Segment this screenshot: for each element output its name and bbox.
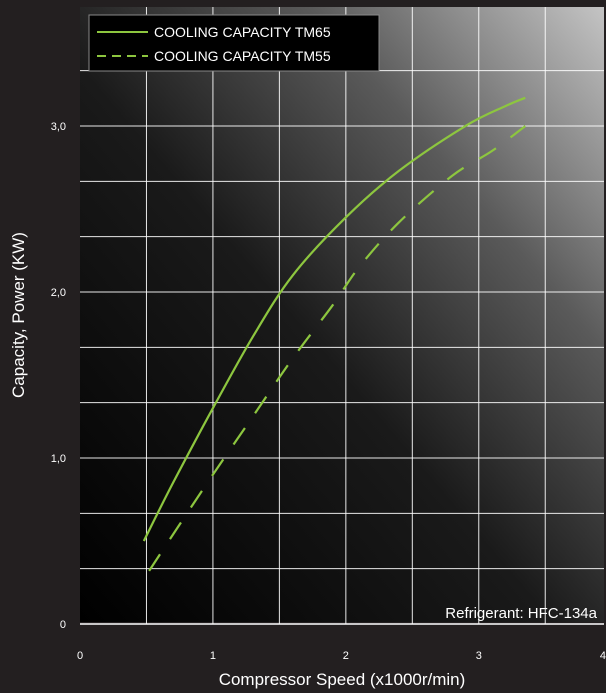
plot-area <box>80 7 604 622</box>
x-tick-label: 3 <box>476 650 482 662</box>
series-layer <box>142 96 526 572</box>
series-line-tm55 <box>148 125 526 572</box>
x-tick-label: 0 <box>77 650 83 662</box>
x-tick-label: 4 <box>600 650 606 662</box>
y-tick-labels: 0 1,0 2,0 3,0 <box>51 121 66 631</box>
legend-box <box>88 14 380 72</box>
y-tick-label: 1,0 <box>51 453 66 465</box>
y-tick-label: 3,0 <box>51 121 66 133</box>
refrigerant-note: Refrigerant: HFC-134a <box>445 605 597 622</box>
x-tick-label: 1 <box>210 650 216 662</box>
x-tick-labels: 0 1 2 3 4 <box>77 650 606 662</box>
legend-label-tm65: COOLING CAPACITY TM65 <box>154 24 331 40</box>
y-tick-label: 0 <box>60 619 66 631</box>
y-axis-title: Capacity, Power (KW) <box>9 232 28 398</box>
legend-label-tm55: COOLING CAPACITY TM55 <box>154 48 331 64</box>
x-axis-title: Compressor Speed (x1000r/min) <box>219 670 466 689</box>
x-tick-label: 2 <box>343 650 349 662</box>
series-line-tm65 <box>142 96 526 542</box>
y-tick-label: 2,0 <box>51 287 66 299</box>
legend: COOLING CAPACITY TM65 COOLING CAPACITY T… <box>88 14 380 72</box>
